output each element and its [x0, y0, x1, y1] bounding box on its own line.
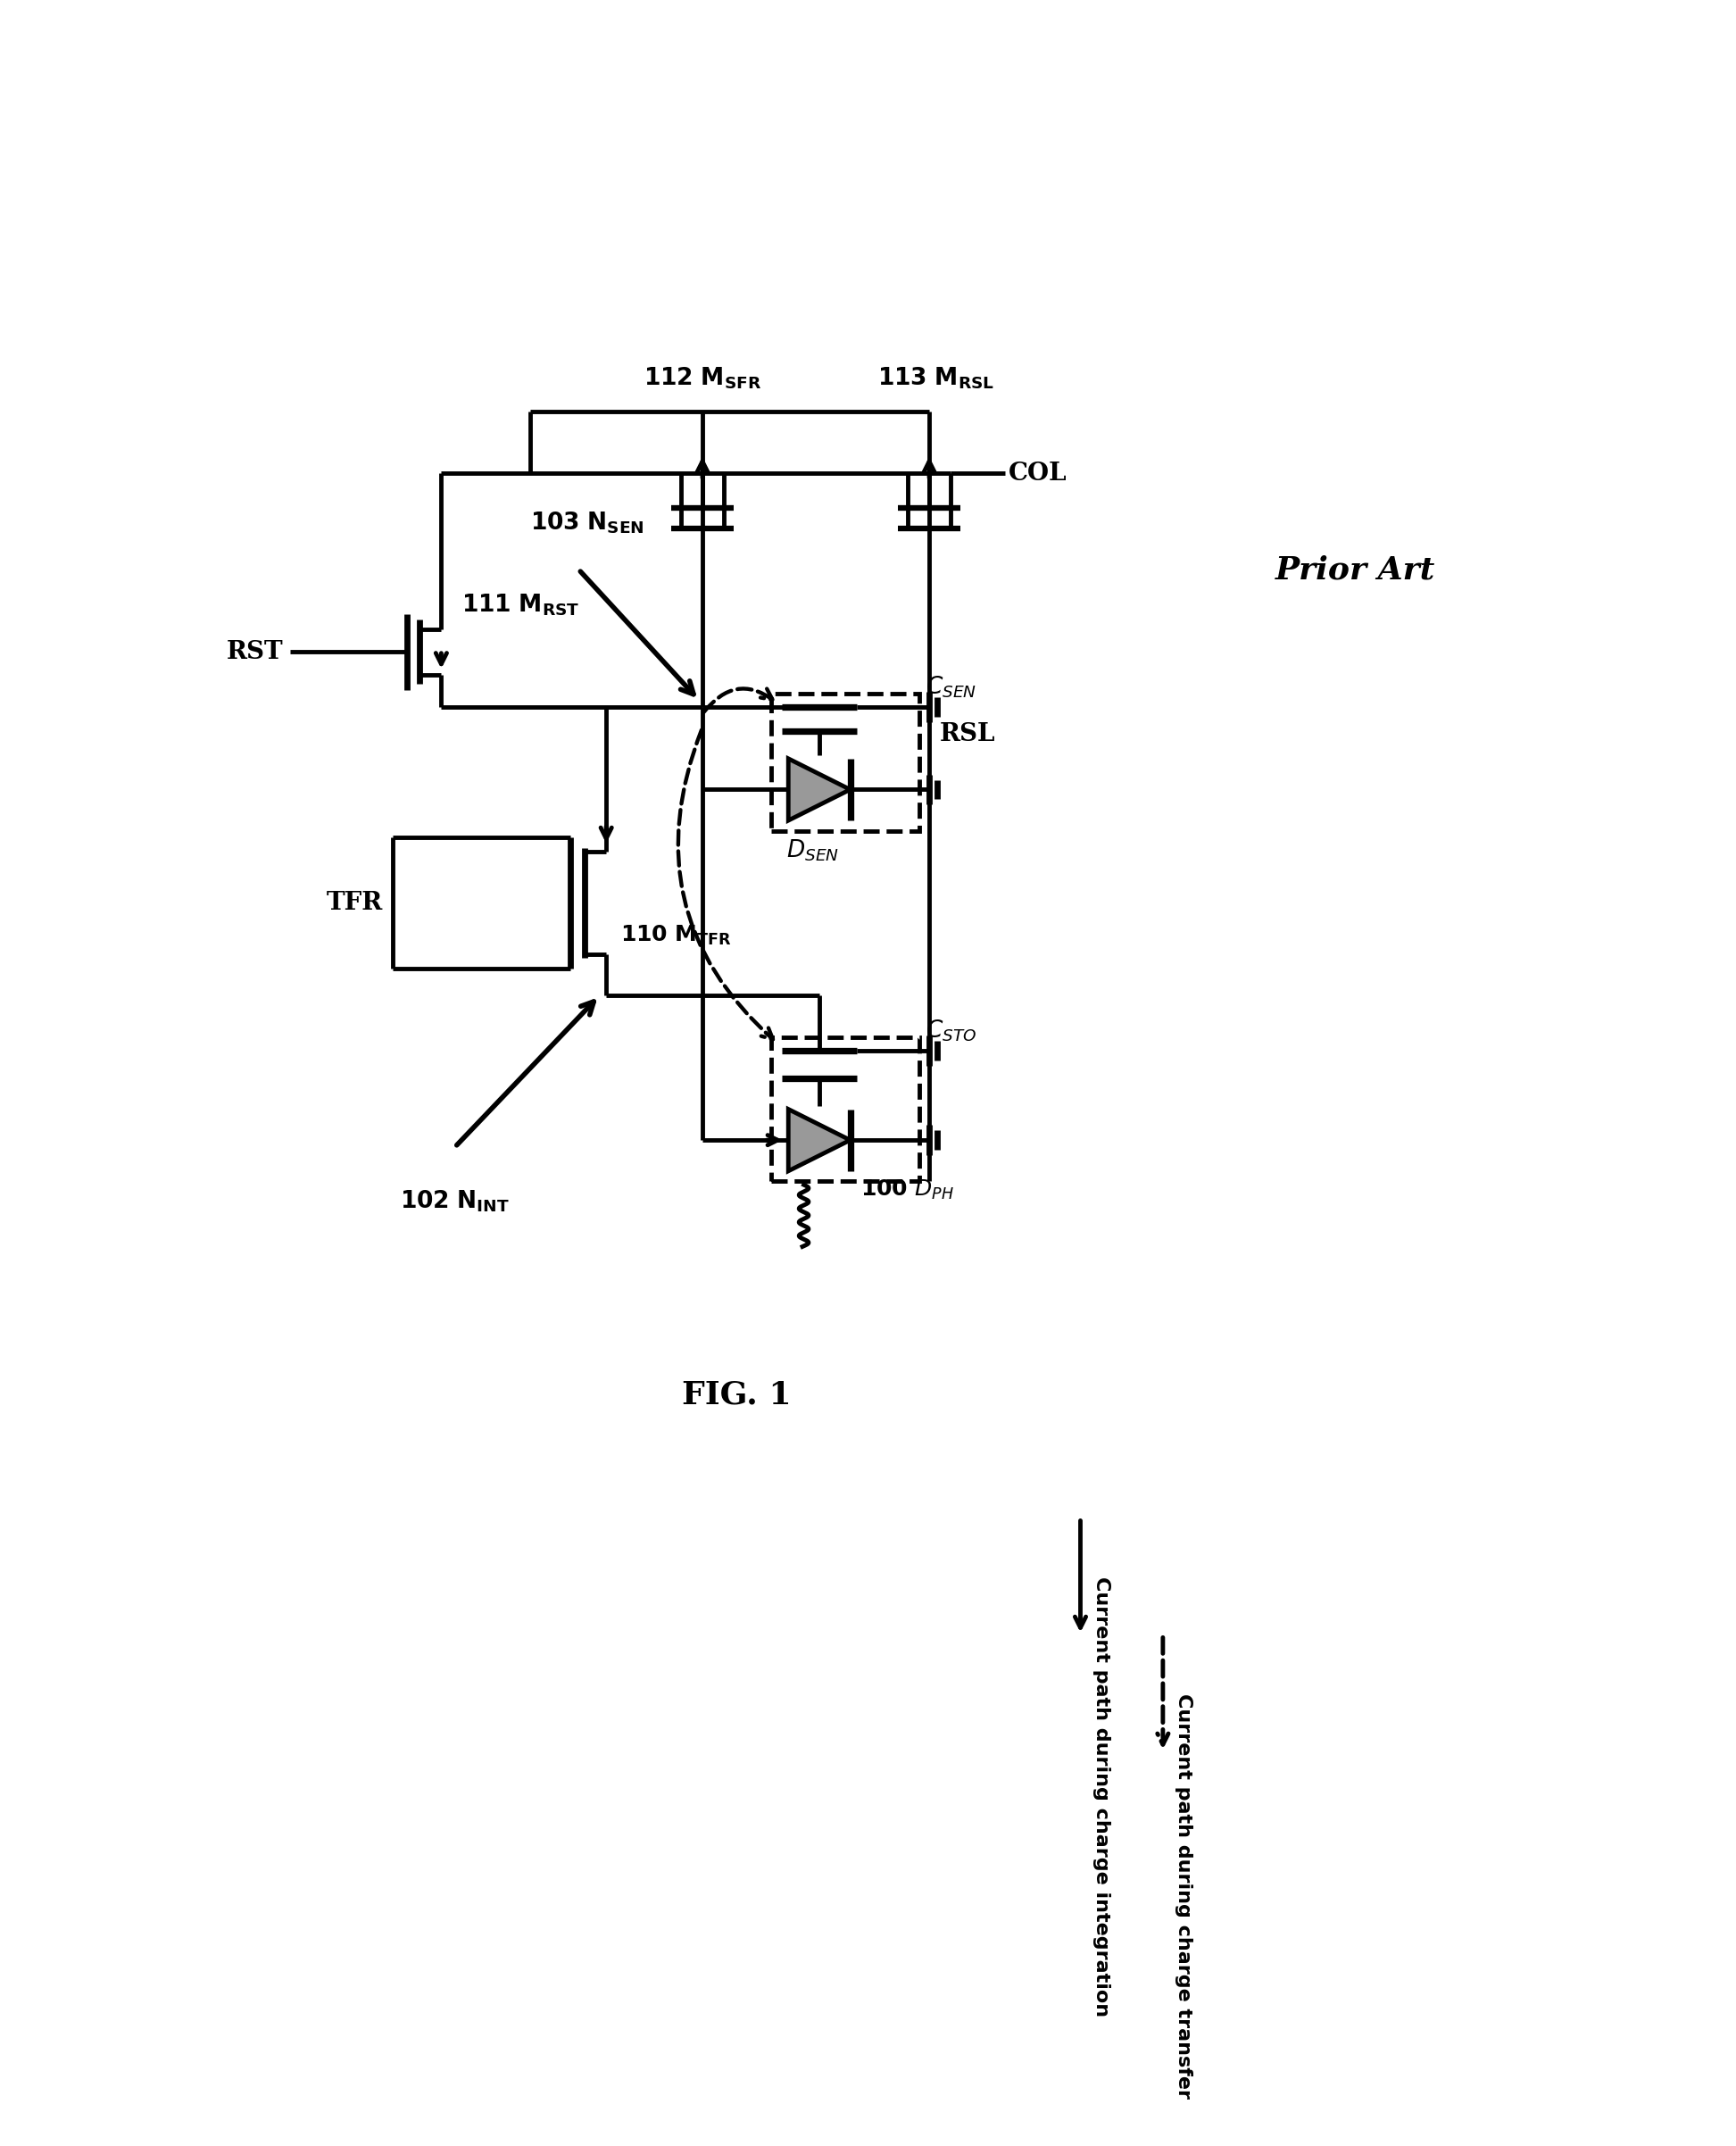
- Polygon shape: [788, 758, 851, 820]
- Bar: [771, 693, 918, 831]
- Text: Prior Art: Prior Art: [1276, 554, 1436, 584]
- Polygon shape: [788, 1109, 851, 1172]
- Text: Current path during charge integration: Current path during charge integration: [1092, 1577, 1109, 2017]
- Text: $\mathbf{103\ N_{SEN}}$: $\mathbf{103\ N_{SEN}}$: [531, 511, 644, 534]
- Text: FIG. 1: FIG. 1: [682, 1380, 792, 1410]
- FancyArrowPatch shape: [679, 730, 773, 1039]
- Text: TFR: TFR: [326, 891, 384, 914]
- Text: $\mathbf{102\ N_{INT}}$: $\mathbf{102\ N_{INT}}$: [399, 1189, 510, 1215]
- Text: RST: RST: [226, 640, 283, 663]
- Text: $\mathbf{111\ M_{RST}}$: $\mathbf{111\ M_{RST}}$: [462, 592, 580, 618]
- FancyArrowPatch shape: [703, 689, 773, 712]
- Text: COL: COL: [1009, 461, 1068, 485]
- Text: $\mathit{C_{STO}}$: $\mathit{C_{STO}}$: [925, 1019, 977, 1043]
- Text: $\mathit{D_{SEN}}$: $\mathit{D_{SEN}}$: [786, 837, 838, 863]
- Text: $\mathit{C_{SEN}}$: $\mathit{C_{SEN}}$: [925, 674, 977, 700]
- Text: $\mathbf{100}\ \mathit{D_{PH}}$: $\mathbf{100}\ \mathit{D_{PH}}$: [861, 1178, 955, 1202]
- Text: Current path during charge transfer: Current path during charge transfer: [1175, 1693, 1193, 2099]
- Text: $\mathbf{110\ M_{TFR}}$: $\mathbf{110\ M_{TFR}}$: [620, 923, 731, 946]
- Text: $\mathbf{113\ M_{RSL}}$: $\mathbf{113\ M_{RSL}}$: [878, 365, 995, 391]
- Bar: [771, 1037, 918, 1180]
- Text: $\mathbf{112\ M_{SFR}}$: $\mathbf{112\ M_{SFR}}$: [644, 365, 762, 391]
- Text: RSL: RSL: [939, 723, 995, 747]
